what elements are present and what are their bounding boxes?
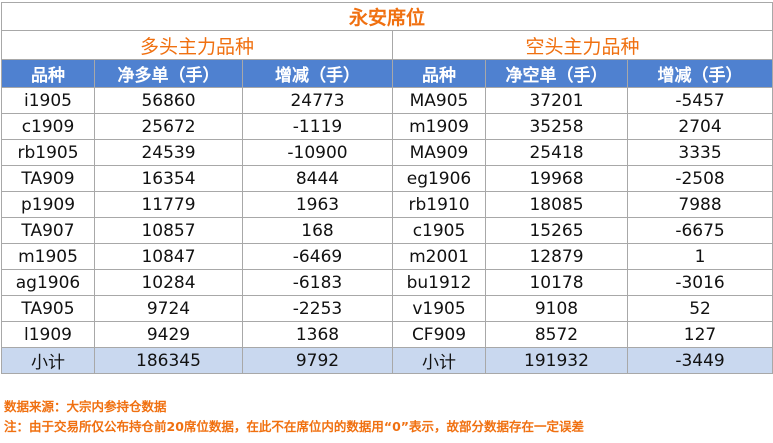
cell-long-contract: TA905 <box>1 295 95 322</box>
cell-short-contract: MA909 <box>392 139 486 166</box>
subtotal-short-change: -3449 <box>626 347 773 374</box>
cell-net-short: 10178 <box>485 269 628 296</box>
cell-long-contract: i1905 <box>1 87 95 114</box>
cell-short-change: 52 <box>626 295 773 322</box>
table-row: ag1906 10284 -6183 bu1912 10178 -3016 <box>1 269 773 296</box>
cell-short-change: 3335 <box>626 139 773 166</box>
cell-short-change: 1 <box>626 243 773 270</box>
cell-net-long: 10284 <box>94 269 243 296</box>
cell-long-contract: ag1906 <box>1 269 95 296</box>
cell-long-change: -2253 <box>242 295 393 322</box>
cell-net-long: 16354 <box>94 165 243 192</box>
cell-short-contract: v1905 <box>392 295 486 322</box>
cell-net-long: 10857 <box>94 217 243 244</box>
title-row: 永安席位 <box>0 2 773 31</box>
cell-net-long: 56860 <box>94 87 243 114</box>
header-short-contract: 品种 <box>392 59 486 88</box>
table-row: m1905 10847 -6469 m2001 12879 1 <box>1 243 773 270</box>
position-table: 永安席位 多头主力品种 空头主力品种 品种 净多单（手） 增减（手） 品种 净空… <box>0 2 773 374</box>
header-long-contract: 品种 <box>1 59 95 88</box>
cell-short-change: 7988 <box>626 191 773 218</box>
cell-long-change: 8444 <box>242 165 393 192</box>
cell-long-change: 168 <box>242 217 393 244</box>
cell-short-contract: c1905 <box>392 217 486 244</box>
cell-short-change: -6675 <box>626 217 773 244</box>
cell-net-long: 9724 <box>94 295 243 322</box>
cell-short-change: 127 <box>626 321 773 348</box>
cell-net-long: 10847 <box>94 243 243 270</box>
cell-short-contract: m1909 <box>392 113 486 140</box>
column-header-row: 品种 净多单（手） 增减（手） 品种 净空单（手） 增减（手） <box>1 59 773 88</box>
cell-long-change: 1963 <box>242 191 393 218</box>
cell-short-contract: rb1910 <box>392 191 486 218</box>
report-title: 永安席位 <box>0 2 773 31</box>
data-source-note: 数据来源：大宗内参持仓数据 <box>4 399 167 414</box>
cell-net-short: 12879 <box>485 243 628 270</box>
subtotal-net-long: 186345 <box>94 347 243 374</box>
header-net-long: 净多单（手） <box>94 59 243 88</box>
cell-long-contract: TA909 <box>1 165 95 192</box>
cell-long-change: -10900 <box>242 139 393 166</box>
cell-net-long: 25672 <box>94 113 243 140</box>
cell-short-change: -5457 <box>626 87 773 114</box>
cell-long-change: -1119 <box>242 113 393 140</box>
section-short-title: 空头主力品种 <box>391 30 773 60</box>
table-row: c1909 25672 -1119 m1909 35258 2704 <box>1 113 773 140</box>
table-row: TA907 10857 168 c1905 15265 -6675 <box>1 217 773 244</box>
cell-long-contract: c1909 <box>1 113 95 140</box>
header-long-change: 增减（手） <box>242 59 393 88</box>
cell-net-short: 19968 <box>485 165 628 192</box>
disclaimer-note: 注：由于交易所仅公布持仓前20席位数据，在此不在席位内的数据用“0”表示，故部分… <box>4 419 585 434</box>
cell-short-contract: eg1906 <box>392 165 486 192</box>
cell-short-change: -3016 <box>626 269 773 296</box>
cell-short-contract: MA905 <box>392 87 486 114</box>
cell-short-change: -2508 <box>626 165 773 192</box>
cell-net-short: 37201 <box>485 87 628 114</box>
subtotal-long-label: 小计 <box>1 347 95 374</box>
table-row: rb1905 24539 -10900 MA909 25418 3335 <box>1 139 773 166</box>
subtotal-row: 小计 186345 9792 小计 191932 -3449 <box>1 347 773 374</box>
cell-long-change: -6183 <box>242 269 393 296</box>
section-long-title: 多头主力品种 <box>1 30 393 60</box>
cell-net-short: 18085 <box>485 191 628 218</box>
cell-net-long: 24539 <box>94 139 243 166</box>
section-row: 多头主力品种 空头主力品种 <box>1 30 773 60</box>
table-row: p1909 11779 1963 rb1910 18085 7988 <box>1 191 773 218</box>
cell-net-short: 25418 <box>485 139 628 166</box>
subtotal-long-change: 9792 <box>242 347 393 374</box>
cell-long-contract: m1905 <box>1 243 95 270</box>
table-row: TA905 9724 -2253 v1905 9108 52 <box>1 295 773 322</box>
subtotal-short-label: 小计 <box>392 347 486 374</box>
cell-long-contract: TA907 <box>1 217 95 244</box>
cell-net-long: 9429 <box>94 321 243 348</box>
cell-short-change: 2704 <box>626 113 773 140</box>
cell-net-long: 11779 <box>94 191 243 218</box>
cell-long-contract: l1909 <box>1 321 95 348</box>
cell-long-change: 24773 <box>242 87 393 114</box>
cell-long-change: -6469 <box>242 243 393 270</box>
cell-short-contract: CF909 <box>392 321 486 348</box>
table-row: l1909 9429 1368 CF909 8572 127 <box>1 321 773 348</box>
cell-long-contract: rb1905 <box>1 139 95 166</box>
cell-net-short: 15265 <box>485 217 628 244</box>
subtotal-net-short: 191932 <box>485 347 628 374</box>
cell-long-change: 1368 <box>242 321 393 348</box>
cell-long-contract: p1909 <box>1 191 95 218</box>
cell-short-contract: m2001 <box>392 243 486 270</box>
cell-net-short: 9108 <box>485 295 628 322</box>
cell-net-short: 35258 <box>485 113 628 140</box>
table-row: i1905 56860 24773 MA905 37201 -5457 <box>1 87 773 114</box>
cell-net-short: 8572 <box>485 321 628 348</box>
cell-short-contract: bu1912 <box>392 269 486 296</box>
header-net-short: 净空单（手） <box>485 59 628 88</box>
table-row: TA909 16354 8444 eg1906 19968 -2508 <box>1 165 773 192</box>
header-short-change: 增减（手） <box>626 59 773 88</box>
